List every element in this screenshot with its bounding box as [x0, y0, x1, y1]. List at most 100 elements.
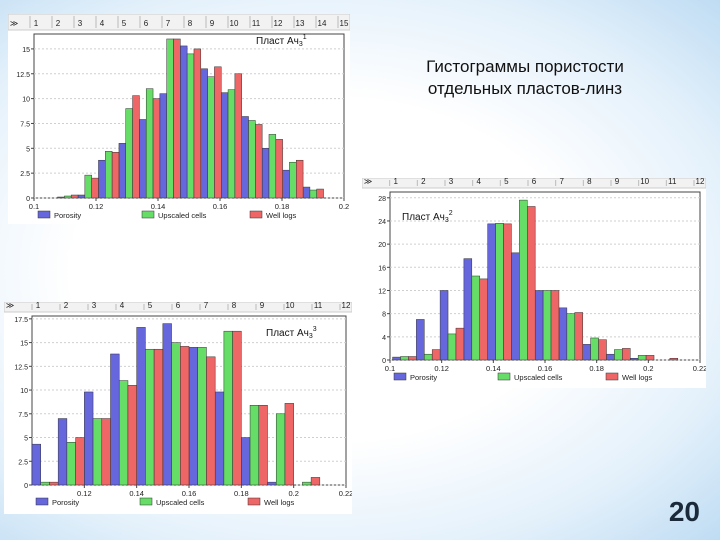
bar-upscaled-cells	[542, 290, 552, 361]
bar-upscaled-cells	[166, 38, 174, 199]
bar-upscaled-cells	[275, 413, 286, 486]
chart-label-superscript: 1	[303, 34, 307, 41]
bar-upscaled-cells	[249, 404, 260, 486]
chart-label: Пласт Ач33	[266, 326, 317, 340]
bar-porosity	[558, 307, 568, 361]
bar-well-logs	[296, 159, 304, 199]
x-tick-label: 0.16	[182, 489, 197, 498]
bar-well-logs	[408, 356, 417, 361]
x-tick-label: 0.14	[486, 364, 501, 373]
bar-porosity	[241, 437, 251, 486]
bar-upscaled-cells	[145, 348, 155, 486]
y-tick-label: 12.5	[14, 364, 28, 371]
bar-porosity	[416, 319, 425, 361]
ruler-label: 11	[252, 19, 261, 28]
bar-well-logs	[91, 177, 99, 199]
bar-porosity	[159, 93, 167, 199]
bar-upscaled-cells	[223, 330, 233, 486]
bar-upscaled-cells	[637, 355, 647, 361]
y-tick-label: 8	[382, 312, 386, 319]
bar-upscaled-cells	[471, 275, 480, 361]
bar-upscaled-cells	[105, 151, 113, 199]
ruler-label: 1	[36, 302, 41, 310]
legend-label: Porosity	[54, 211, 81, 220]
slide-title-line-2: отдельных пластов-линз	[427, 79, 623, 98]
bar-porosity	[302, 186, 311, 199]
bar-well-logs	[214, 66, 222, 199]
ruler-label: 1	[34, 19, 39, 28]
ruler-label: 4	[100, 19, 105, 28]
x-tick-label: 0.18	[589, 364, 604, 373]
bar-well-logs	[193, 48, 202, 199]
ruler-label: 8	[188, 19, 193, 28]
bar-well-logs	[206, 356, 216, 486]
y-tick-label: 24	[378, 219, 386, 226]
bar-porosity	[110, 353, 120, 486]
ruler-label: 2	[56, 19, 61, 28]
y-tick-label: 12.5	[16, 72, 30, 79]
legend-swatch	[247, 497, 261, 506]
bar-upscaled-cells	[197, 347, 207, 486]
ruler-label: 3	[78, 19, 83, 28]
bar-upscaled-cells	[64, 195, 72, 199]
chart-label-subscript: 3	[299, 41, 303, 48]
bar-upscaled-cells	[40, 481, 50, 486]
bar-porosity	[463, 258, 473, 361]
bar-porosity	[57, 196, 65, 199]
bar-upscaled-cells	[227, 89, 236, 199]
ruler-label: 8	[232, 302, 237, 310]
y-tick-label: 17.5	[14, 317, 28, 324]
slide-number: 20	[668, 496, 700, 527]
bar-porosity	[241, 116, 249, 199]
bar-porosity	[31, 443, 41, 486]
x-tick-label: 0.2	[288, 489, 298, 498]
bar-porosity	[630, 358, 639, 361]
bar-upscaled-cells	[309, 189, 317, 199]
x-tick-label: 0.22	[693, 364, 706, 373]
x-tick-label: 0.18	[275, 202, 290, 211]
y-tick-label: 0	[24, 483, 28, 490]
bar-porosity	[77, 194, 86, 199]
ruler-label: 9	[210, 19, 215, 28]
y-tick-label: 15	[20, 341, 28, 348]
bar-well-logs	[70, 194, 79, 199]
bar-porosity	[188, 347, 198, 486]
bar-upscaled-cells	[495, 223, 504, 361]
bar-porosity	[180, 45, 188, 199]
bar-upscaled-cells	[84, 174, 92, 199]
bar-porosity	[606, 353, 615, 361]
bar-well-logs	[101, 418, 111, 486]
bar-porosity	[139, 119, 147, 199]
ruler-label: 12	[696, 178, 705, 186]
y-tick-label: 20	[378, 242, 386, 249]
ruler-label: 4	[120, 302, 125, 310]
x-tick-label: 0.2	[643, 364, 653, 373]
legend-swatch	[393, 372, 407, 381]
ruler-label: 5	[148, 302, 153, 310]
y-tick-label: 0	[382, 358, 386, 365]
bar-upscaled-cells	[92, 418, 103, 486]
x-tick-label: 0.12	[89, 202, 104, 211]
histogram-panel-ach3-2: ≫ 1 2 3 4 5 6 7 8 9 10 11 12 0 4 8 12 16 20 24 28 0.1 0.12 0.14…	[362, 178, 706, 388]
ruler-label: 8	[587, 178, 592, 186]
bar-well-logs	[645, 355, 655, 361]
bar-well-logs	[431, 349, 441, 361]
slide-title: Гистограммы пористости отдельных пластов…	[380, 56, 670, 100]
bar-upscaled-cells	[186, 53, 195, 199]
bar-upscaled-cells	[248, 120, 256, 199]
bar-upscaled-cells	[447, 333, 457, 361]
bar-porosity	[220, 92, 229, 199]
ruler-label: 10	[286, 302, 295, 310]
bar-well-logs	[550, 290, 560, 361]
ruler-label: 2	[421, 178, 426, 186]
bar-porosity	[439, 290, 449, 361]
bar-upscaled-cells	[207, 76, 215, 199]
bar-upscaled-cells	[118, 380, 129, 486]
ruler-label: 5	[122, 19, 127, 28]
x-tick-label: 0.22	[339, 489, 352, 498]
legend-swatch	[249, 210, 263, 219]
bar-well-logs	[232, 330, 242, 486]
x-tick-label: 0.2	[339, 202, 349, 211]
bar-upscaled-cells	[614, 349, 623, 361]
chart-label-text: Пласт Ач	[256, 36, 299, 47]
